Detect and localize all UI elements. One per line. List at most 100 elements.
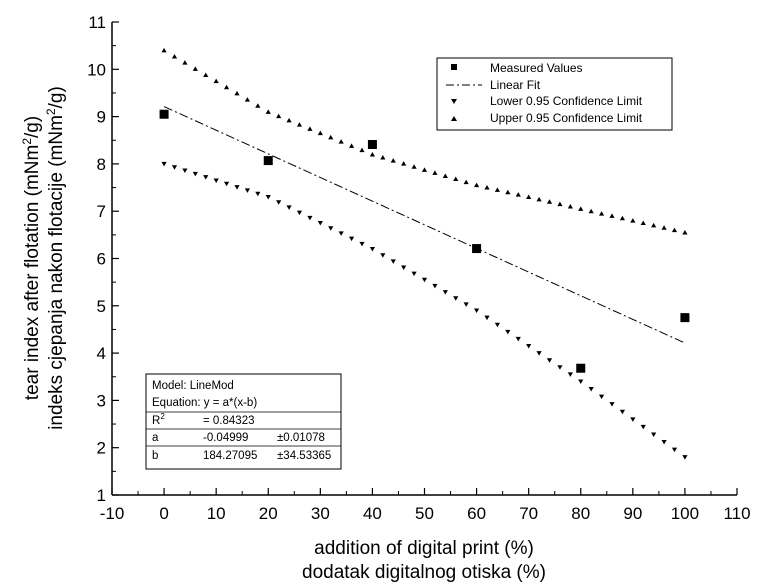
- lower-limit-marker: [546, 358, 553, 363]
- lower-limit-marker: [234, 185, 240, 190]
- lower-limit-marker: [473, 308, 480, 314]
- lower-limit-marker: [213, 178, 219, 183]
- y-tick-label: 5: [97, 297, 106, 316]
- lower-limit-marker: [505, 329, 511, 335]
- lower-limit-marker: [255, 191, 261, 197]
- x-axis-title-line2: dodatak digitalnog otiska (%): [302, 562, 546, 583]
- lower-limit-marker: [619, 409, 626, 415]
- lower-limit-marker: [317, 221, 323, 226]
- upper-limit-marker: [390, 158, 396, 163]
- upper-limit-marker: [505, 189, 511, 195]
- upper-limit-marker: [671, 227, 678, 233]
- upper-limit-marker: [265, 109, 271, 114]
- lower-limit-marker: [390, 259, 396, 264]
- legend-label-upper: Upper 0.95 Confidence Limit: [490, 111, 643, 125]
- x-tick-label: 60: [467, 504, 486, 523]
- stats-param-b-value: 184.27095: [203, 450, 257, 462]
- upper-limit-marker: [328, 134, 334, 140]
- lower-limit-marker: [651, 432, 657, 437]
- y-axis-title-line2: indeks cjepanja nakon flotacije (mNm2/g): [44, 86, 67, 430]
- lower-limit-marker: [223, 181, 230, 187]
- lower-limit-marker: [630, 417, 636, 422]
- lower-limit-marker: [494, 322, 501, 328]
- lower-limit-marker: [557, 365, 563, 370]
- lower-limit-marker: [192, 171, 198, 177]
- upper-limit-marker: [598, 211, 605, 216]
- x-axis-title-line1: addition of digital print (%): [314, 538, 534, 559]
- lower-limit-marker: [401, 265, 407, 270]
- upper-limit-marker: [401, 161, 407, 166]
- y-tick-label: 1: [97, 486, 106, 505]
- stats-model: Model: LineMod: [152, 380, 234, 392]
- lower-limit-marker: [484, 315, 490, 321]
- x-tick-label: 90: [623, 504, 642, 523]
- x-axis-ticks: -10 0 10 20 30 40 50 60 70 80 90 100 110: [100, 488, 751, 523]
- lower-limit-marker: [588, 387, 594, 392]
- lower-limit-marker: [359, 241, 365, 247]
- lower-limit-marker: [348, 236, 355, 242]
- upper-limit-marker: [557, 201, 563, 207]
- y-tick-label: 4: [97, 344, 106, 363]
- upper-limit-marker: [640, 220, 646, 226]
- upper-limit-marker: [536, 196, 542, 202]
- upper-limit-marker: [484, 185, 490, 190]
- upper-limit-marker: [421, 167, 428, 172]
- upper-limit-marker: [161, 47, 167, 53]
- stats-param-a-name: a: [152, 432, 159, 444]
- upper-limit-marker: [359, 147, 365, 153]
- y-tick-label: 9: [97, 108, 106, 127]
- y-axis-title-line1: tear index after flotation (mNm2/g): [20, 116, 43, 400]
- upper-limit-marker: [515, 192, 521, 197]
- upper-limit-marker: [348, 143, 355, 148]
- lower-limit-marker: [182, 168, 188, 174]
- lower-limit-marker: [640, 424, 646, 430]
- upper-limit-marker: [661, 225, 667, 230]
- measured-value-point: [367, 140, 377, 150]
- upper-limit-marker: [244, 97, 251, 102]
- stats-param-a-error: ±0.01078: [277, 432, 325, 444]
- lower-limit-marker: [421, 277, 428, 283]
- lower-limit-marker: [338, 231, 344, 236]
- upper-limit-marker: [276, 113, 282, 119]
- upper-limit-marker: [338, 139, 344, 144]
- y-tick-label: 8: [97, 155, 106, 174]
- lower-limit-marker: [598, 394, 605, 400]
- linear-fit-line: [163, 106, 686, 344]
- upper-limit-marker: [588, 208, 594, 214]
- upper-limit-marker: [546, 199, 553, 204]
- stats-equation: Equation: y = a*(x-b): [152, 397, 257, 409]
- lower-limit-marker: [328, 226, 334, 231]
- upper-limit-marker: [255, 103, 261, 108]
- legend-label-lower: Lower 0.95 Confidence Limit: [490, 94, 643, 108]
- lower-limit-marker: [463, 302, 469, 307]
- upper-limit-marker: [630, 218, 636, 223]
- lower-limit-marker: [161, 161, 167, 167]
- upper-limit-marker: [453, 176, 459, 182]
- upper-limit-marker: [369, 151, 376, 157]
- lower-limit-marker: [265, 195, 271, 200]
- x-tick-label: 0: [159, 504, 168, 523]
- y-tick-label: 6: [97, 250, 106, 269]
- upper-limit-marker: [619, 215, 626, 221]
- upper-limit-marker: [223, 84, 230, 90]
- lower-limit-marker: [307, 215, 313, 221]
- upper-limit-marker: [651, 222, 657, 228]
- x-tick-label: 100: [671, 504, 699, 523]
- legend-label-measured: Measured Values: [490, 61, 583, 75]
- lower-limit-marker: [276, 200, 282, 205]
- legend-marker-upper: [451, 116, 457, 121]
- x-tick-label: 80: [571, 504, 590, 523]
- legend-marker-lower: [451, 99, 457, 104]
- lower-limit-marker: [244, 188, 251, 193]
- x-tick-label: 30: [311, 504, 330, 523]
- upper-limit-marker: [432, 170, 438, 175]
- legend-marker-measured: [451, 64, 457, 70]
- lower-limit-marker: [369, 247, 376, 252]
- upper-limit-marker: [317, 130, 323, 136]
- upper-limit-marker: [578, 206, 584, 211]
- y-tick-label: 2: [97, 439, 106, 458]
- stats-box-border: [145, 373, 342, 470]
- measured-values-series: [159, 109, 690, 373]
- stats-r2-label: R2: [152, 412, 165, 427]
